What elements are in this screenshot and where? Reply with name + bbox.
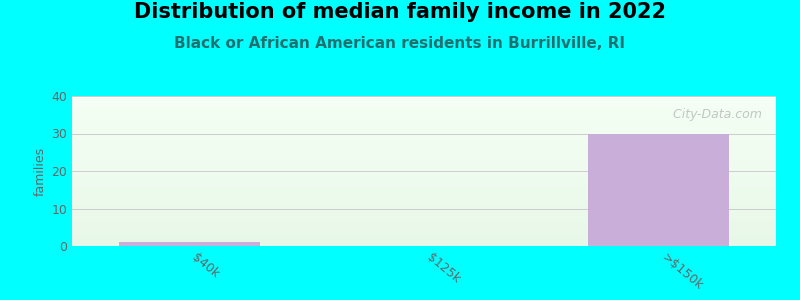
Y-axis label: families: families — [34, 146, 47, 196]
Text: Black or African American residents in Burrillville, RI: Black or African American residents in B… — [174, 36, 626, 51]
Text: Distribution of median family income in 2022: Distribution of median family income in … — [134, 2, 666, 22]
Bar — [588, 134, 729, 246]
Text: City-Data.com: City-Data.com — [665, 108, 762, 121]
Bar — [119, 242, 260, 246]
